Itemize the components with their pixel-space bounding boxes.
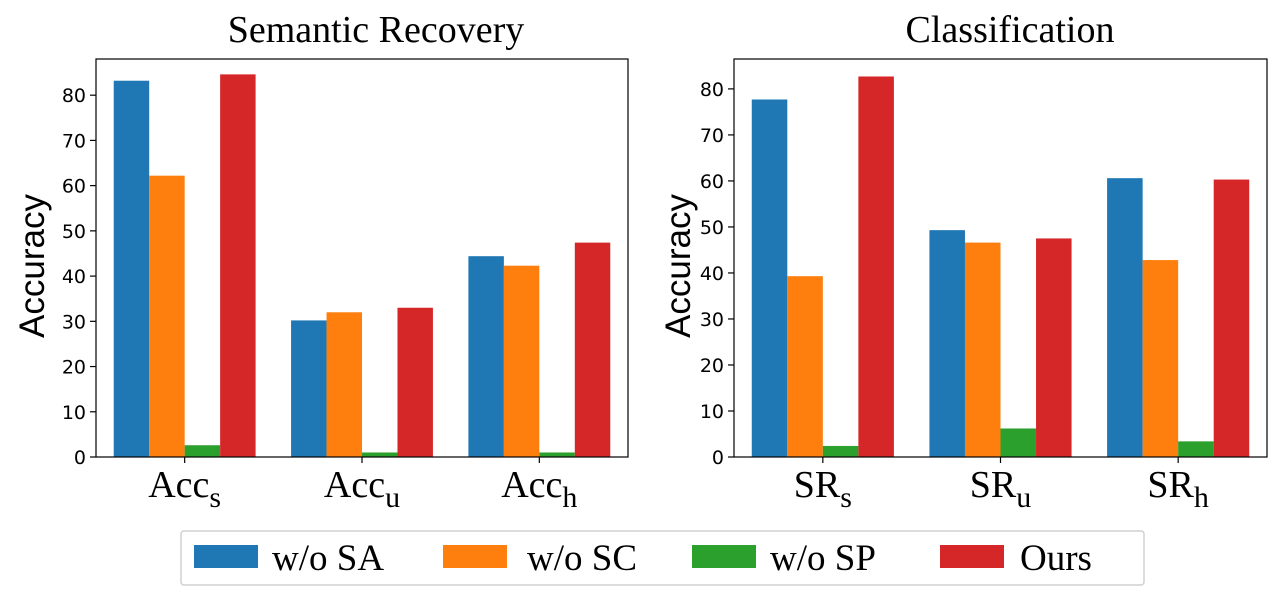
y-tick-label: 40 (62, 266, 86, 288)
y-tick-label: 80 (700, 79, 724, 101)
bar-w-o-sc-srh (1142, 260, 1179, 457)
y-tick-label: 60 (700, 171, 724, 193)
bar-w-o-sp-accu (362, 452, 398, 457)
bar-w-o-sc-acch (503, 265, 540, 457)
legend-label-w-o-sa: w/o SA (272, 538, 384, 579)
bar-w-o-sa-accs (113, 80, 150, 457)
y-axis-label: Accuracy (659, 194, 698, 338)
bar-w-o-sa-srs (751, 99, 788, 457)
legend-label-w-o-sp: w/o SP (770, 538, 876, 579)
bar-w-o-sa-acch (468, 256, 504, 457)
chart-title: Classification (906, 9, 1115, 51)
bar-w-o-sa-accu (291, 320, 327, 457)
chart-panel-1: Semantic Recovery Accuracy 0 10 20 30 40 50 60 70… (13, 9, 629, 514)
legend-label-w-o-sc: w/o SC (527, 538, 637, 579)
y-tick-label: 70 (700, 125, 724, 147)
bar-w-o-sp-srs (822, 445, 859, 457)
x-tick-label: SRh (1147, 464, 1208, 514)
bar-ours-sru (1036, 238, 1072, 457)
bar-w-o-sc-accu (326, 312, 362, 457)
legend-swatch-w-o-sc (443, 545, 507, 568)
bar-w-o-sa-srh (1107, 178, 1143, 458)
y-tick-label: 10 (62, 402, 86, 424)
y-tick-label: 10 (700, 401, 724, 423)
bar-w-o-sa-sru (929, 230, 965, 457)
bar-ours-srh (1213, 179, 1250, 457)
bar-w-o-sp-srh (1178, 441, 1214, 457)
y-tick-label: 50 (62, 221, 86, 243)
legend-label-ours: Ours (1020, 538, 1092, 579)
y-tick-label: 80 (62, 85, 86, 107)
bar-ours-srs (858, 76, 894, 458)
y-tick-label: 20 (700, 355, 724, 377)
legend-swatch-w-o-sa (194, 545, 258, 568)
y-tick-label: 20 (62, 357, 86, 379)
chart-title: Semantic Recovery (228, 9, 525, 51)
bar-w-o-sc-sru (964, 242, 1001, 457)
legend-frame (180, 530, 1145, 586)
x-tick-label: SRu (970, 464, 1031, 514)
x-tick-label: Accs (148, 464, 221, 514)
y-tick-label: 40 (700, 263, 724, 285)
bar-ours-acch (574, 242, 611, 457)
x-tick-label: Acch (501, 464, 577, 514)
bar-ours-accu (397, 307, 433, 457)
x-tick-label: SRs (794, 464, 852, 514)
y-tick-label: 70 (62, 130, 86, 152)
chart-panel-2: Classification Accuracy 0 10 20 30 40 50 60 70 80 S… (659, 9, 1268, 514)
y-tick-label: 60 (62, 176, 86, 198)
bar-w-o-sc-srs (787, 276, 823, 457)
legend: w/o SA w/o SC w/o SP Ours (180, 530, 1145, 586)
legend-swatch-w-o-sp (692, 545, 756, 568)
y-tick-label: 30 (62, 311, 86, 333)
y-axis-label: Accuracy (13, 194, 52, 338)
bar-w-o-sc-accs (149, 175, 185, 457)
bar-w-o-sp-sru (1000, 428, 1037, 457)
bar-w-o-sp-acch (539, 452, 575, 457)
bar-w-o-sp-accs (184, 445, 221, 457)
bar-ours-accs (220, 74, 256, 458)
y-tick-label: 0 (74, 447, 86, 469)
y-tick-label: 50 (700, 217, 724, 239)
legend-swatch-ours (940, 545, 1004, 568)
y-tick-label: 0 (712, 447, 724, 469)
y-tick-label: 30 (700, 309, 724, 331)
x-tick-label: Accu (324, 464, 400, 514)
